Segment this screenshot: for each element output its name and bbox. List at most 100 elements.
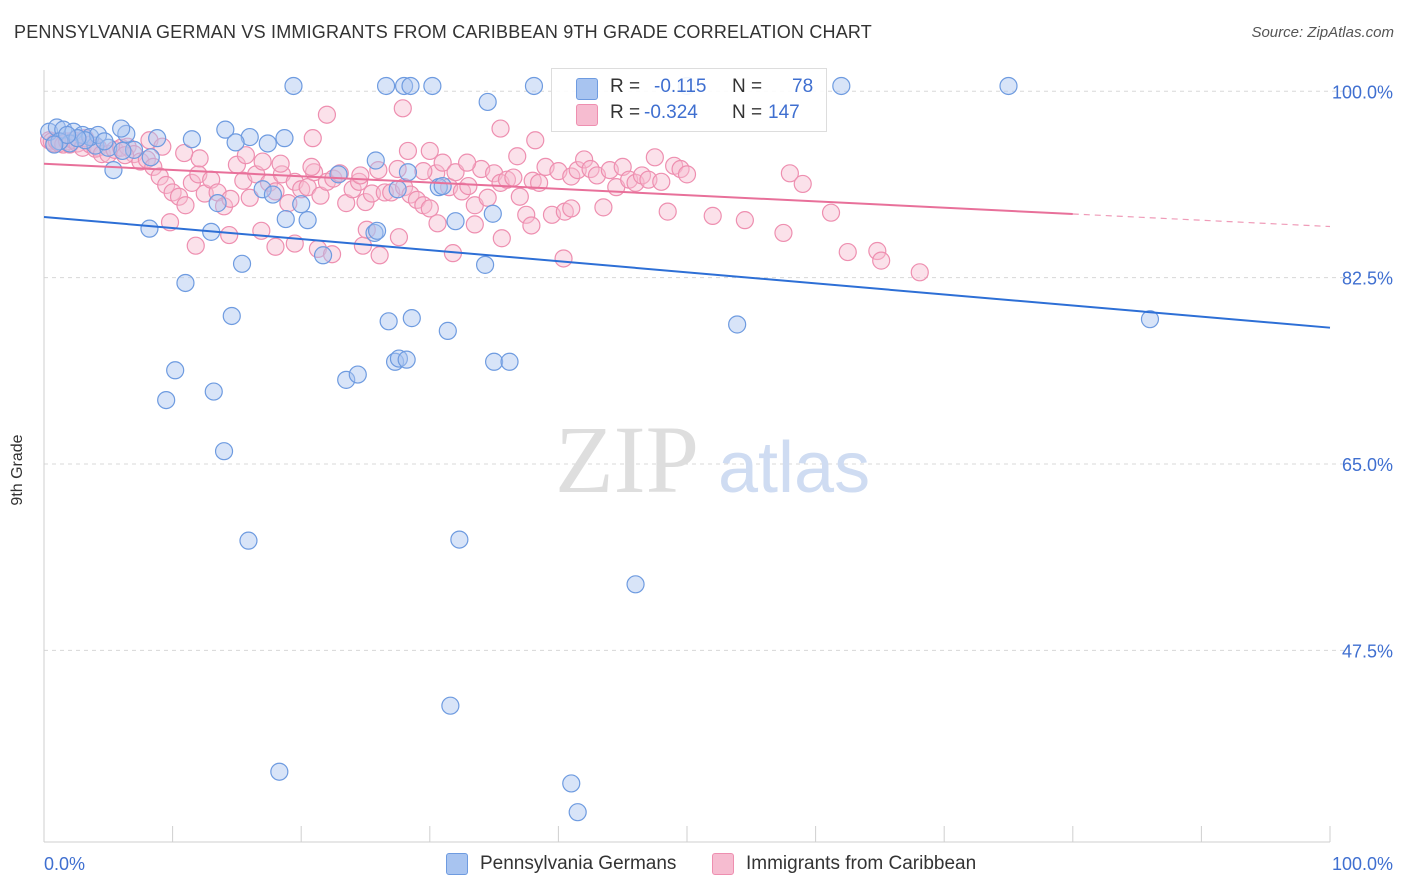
point-pennsylvania — [275, 129, 294, 148]
legend-box: R = -0.115 N = 78 R = -0.324 N = 147 — [551, 68, 827, 132]
legend-r-value: -0.324 — [644, 102, 698, 123]
point-caribbean — [478, 188, 497, 207]
bottom-legend-label: Immigrants from Caribbean — [746, 853, 977, 874]
point-pennsylvania — [104, 160, 123, 180]
point-pennsylvania — [728, 315, 747, 334]
point-caribbean — [517, 205, 536, 224]
point-pennsylvania — [394, 76, 414, 96]
point-pennsylvania — [204, 382, 223, 401]
y-tick-label: 47.5% — [1342, 641, 1393, 661]
point-pennsylvania — [348, 365, 367, 384]
point-caribbean — [279, 194, 298, 213]
point-pennsylvania — [226, 133, 245, 152]
point-pennsylvania — [232, 254, 252, 273]
point-caribbean — [508, 147, 527, 166]
point-pennsylvania — [176, 273, 195, 293]
legend-n-value: 147 — [768, 102, 800, 123]
point-caribbean — [510, 187, 529, 206]
point-pennsylvania — [117, 124, 136, 143]
point-pennsylvania — [337, 370, 356, 389]
point-caribbean — [271, 154, 290, 173]
legend-r-value: -0.115 — [654, 76, 707, 97]
grid-lines — [44, 90, 1350, 651]
point-pennsylvania — [239, 531, 258, 550]
point-pennsylvania — [379, 312, 398, 331]
point-pennsylvania — [258, 134, 277, 153]
legend-r-label: R = — [610, 102, 641, 123]
point-pennsylvania — [626, 575, 645, 594]
series-pennsylvania-points — [40, 76, 1160, 822]
point-caribbean — [236, 146, 256, 165]
point-caribbean — [266, 237, 285, 256]
point-pennsylvania — [423, 76, 442, 96]
point-pennsylvania — [284, 76, 303, 96]
point-caribbean — [317, 105, 337, 124]
point-caribbean — [253, 152, 272, 171]
point-caribbean — [677, 165, 697, 184]
point-pennsylvania — [366, 151, 385, 170]
point-pennsylvania — [329, 165, 348, 184]
point-pennsylvania — [433, 176, 452, 196]
watermark: ZIP atlas — [555, 406, 870, 513]
point-pennsylvania — [313, 246, 333, 265]
y-tick-label: 82.5% — [1342, 269, 1393, 289]
point-pennsylvania — [450, 530, 469, 549]
point-caribbean — [176, 196, 195, 215]
point-pennsylvania — [832, 76, 851, 96]
point-pennsylvania — [222, 306, 241, 326]
legend-n-label: N = — [732, 76, 763, 97]
point-pennsylvania — [485, 352, 504, 371]
point-caribbean — [349, 172, 369, 191]
point-caribbean — [186, 236, 205, 255]
point-pennsylvania — [148, 129, 167, 148]
point-pennsylvania — [216, 120, 235, 139]
point-pennsylvania — [438, 321, 457, 340]
point-caribbean — [175, 143, 194, 163]
point-caribbean — [703, 206, 722, 225]
point-pennsylvania — [113, 141, 132, 161]
point-caribbean — [414, 162, 433, 181]
point-pennsylvania — [58, 125, 77, 145]
point-caribbean — [774, 223, 793, 243]
point-caribbean — [433, 153, 452, 172]
point-caribbean — [735, 211, 754, 230]
x-tick-label-end: 100.0% — [1332, 854, 1393, 874]
bottom-legend-swatch-pink — [712, 853, 734, 875]
x-tick-label-start: 0.0% — [44, 854, 85, 874]
trend-lines — [43, 162, 1331, 329]
point-pennsylvania — [402, 309, 421, 328]
source-label: Source: ZipAtlas.com — [1251, 24, 1394, 41]
bottom-legend-label: Pennsylvania Germans — [480, 853, 677, 874]
point-caribbean — [568, 160, 587, 180]
point-caribbean — [457, 153, 477, 172]
point-pennsylvania — [253, 180, 272, 199]
point-pennsylvania — [263, 185, 283, 204]
point-pennsylvania — [292, 195, 311, 214]
point-caribbean — [910, 263, 929, 282]
legend-n-value: 78 — [792, 76, 814, 97]
point-pennsylvania — [157, 390, 176, 410]
point-pennsylvania — [367, 221, 387, 240]
point-caribbean — [526, 131, 545, 150]
watermark-atlas: atlas — [718, 428, 870, 508]
point-caribbean — [420, 141, 439, 161]
point-pennsylvania — [397, 350, 416, 369]
point-pennsylvania — [999, 76, 1018, 96]
point-pennsylvania — [141, 148, 160, 167]
legend-swatch-blue — [576, 78, 598, 100]
point-caribbean — [428, 214, 447, 233]
point-caribbean — [388, 159, 407, 179]
point-pennsylvania — [388, 180, 407, 199]
point-pennsylvania — [446, 212, 465, 231]
axes — [43, 70, 1331, 843]
point-pennsylvania — [562, 774, 581, 793]
point-pennsylvania — [398, 163, 418, 182]
point-pennsylvania — [401, 76, 420, 96]
point-pennsylvania — [276, 209, 295, 229]
point-pennsylvania — [112, 119, 131, 138]
trend-line-caribbean — [43, 162, 1073, 215]
chart-title: PENNSYLVANIA GERMAN VS IMMIGRANTS FROM C… — [14, 22, 872, 42]
point-caribbean — [302, 157, 321, 176]
point-pennsylvania — [483, 204, 502, 223]
